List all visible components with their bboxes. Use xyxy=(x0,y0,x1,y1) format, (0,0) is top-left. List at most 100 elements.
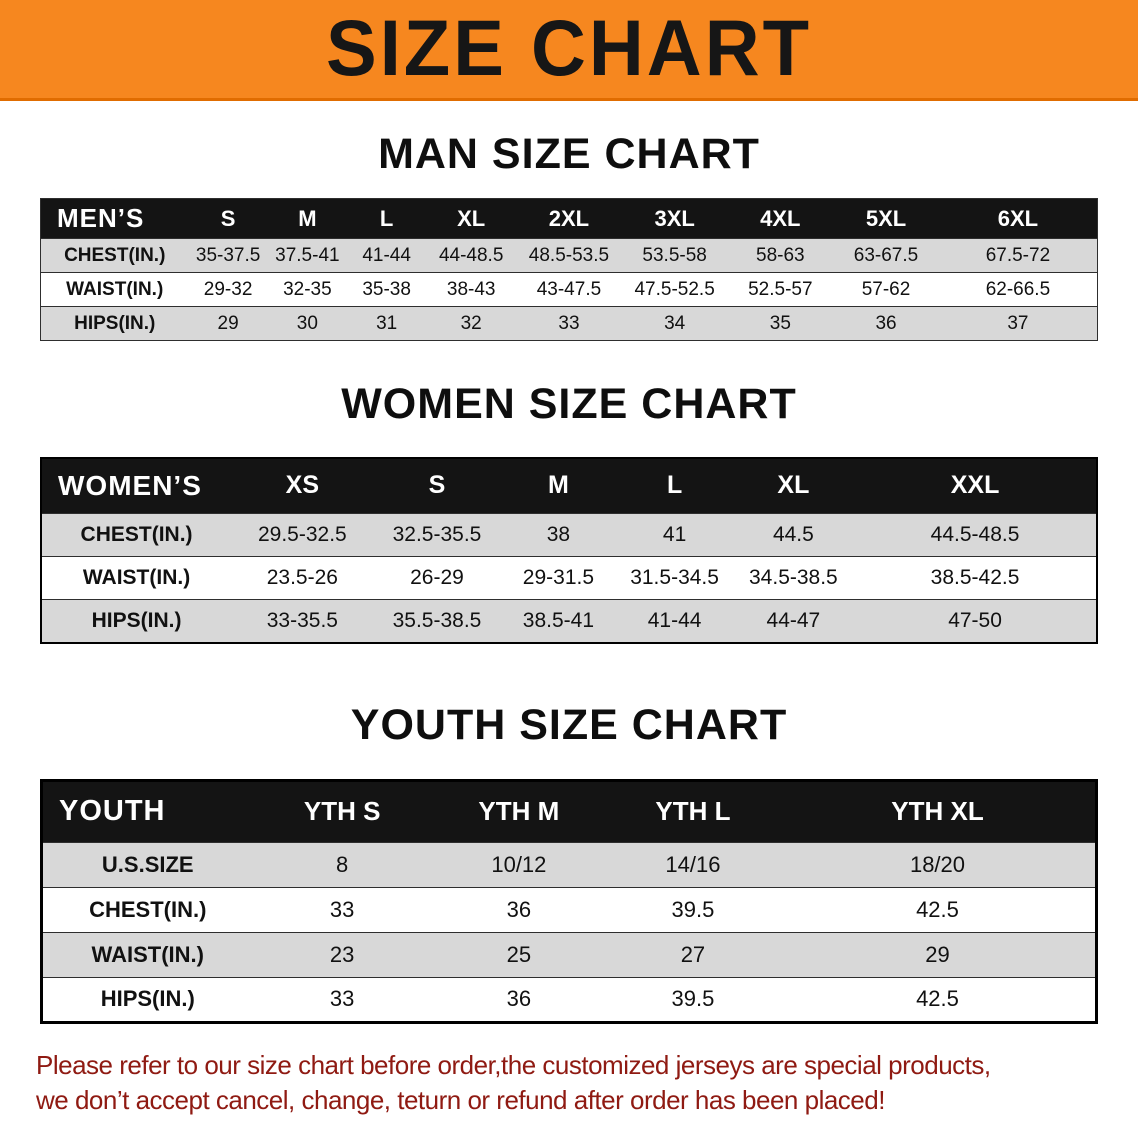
size-cell: 35-38 xyxy=(362,278,411,300)
women-column-header-xs: XS xyxy=(231,457,374,514)
row-label: U.S.SIZE xyxy=(101,851,194,877)
size-cell: 29.5-32.5 xyxy=(257,523,347,547)
size-cell: 44.5 xyxy=(772,523,814,547)
footer-note-line1: Please refer to our size chart before or… xyxy=(36,1049,991,1080)
size-cell: 38 xyxy=(546,523,571,547)
size-cell: 48.5-53.5 xyxy=(528,244,610,266)
size-cell: 23.5-26 xyxy=(266,566,338,590)
men-column-header-s: S xyxy=(188,198,268,239)
youth-size-table: YOUTH YTH S YTH M YTH L YTH XL U.S.SIZE 8 10/12… xyxy=(40,778,1098,1024)
size-cell: 32.5-35.5 xyxy=(392,523,482,547)
youth-row-chest-in: CHEST(IN.) 33 36 39.5 42.5 xyxy=(41,887,1097,933)
size-cell: 33-35.5 xyxy=(266,608,338,632)
youth-corner-label: YOUTH xyxy=(41,780,253,843)
size-cell: 33 xyxy=(329,896,355,922)
men-size-chart-section: MAN SIZE CHART MEN’S S M L XL 2XL 3XL 4XL 5XL 6XL C… xyxy=(0,130,1138,342)
size-cell: 47.5-52.5 xyxy=(634,278,715,300)
size-cell: 67.5-72 xyxy=(985,244,1051,266)
youth-row-u-s-size: U.S.SIZE 8 10/12 14/16 18/20 xyxy=(41,842,1097,888)
size-cell: 34.5-38.5 xyxy=(749,566,838,590)
women-column-header-m: M xyxy=(500,457,617,514)
size-cell: 27 xyxy=(680,941,706,967)
size-cell: 30 xyxy=(296,312,318,334)
men-row-hips-in: HIPS(IN.) 29 30 31 32 33 34 35 36 37 xyxy=(40,306,1098,341)
men-column-header-6xl: 6XL xyxy=(938,198,1098,239)
men-section-title: MAN SIZE CHART xyxy=(378,130,760,178)
women-column-header-xxl: XXL xyxy=(854,457,1097,514)
women-column-header-s: S xyxy=(373,457,501,514)
size-cell: 10/12 xyxy=(491,851,547,877)
youth-column-header-yth-xl: YTH XL xyxy=(779,780,1097,843)
size-cell: 38-43 xyxy=(446,278,496,300)
men-column-header-l: L xyxy=(347,198,427,239)
size-cell: 14/16 xyxy=(665,851,721,877)
women-column-header-l: L xyxy=(616,457,733,514)
men-column-header-2xl: 2XL xyxy=(516,198,622,239)
size-cell: 44-47 xyxy=(766,608,821,632)
size-cell: 29-32 xyxy=(203,278,253,300)
size-cell: 29 xyxy=(217,312,239,334)
youth-column-header-yth-s: YTH S xyxy=(252,780,432,843)
row-label: WAIST(IN.) xyxy=(82,566,191,590)
men-header-row: MEN’S S M L XL 2XL 3XL 4XL 5XL 6XL xyxy=(40,198,1098,239)
women-row-waist-in: WAIST(IN.) 23.5-26 26-29 29-31.5 31.5-34.5 34… xyxy=(41,556,1097,600)
size-chart-sections: MAN SIZE CHART MEN’S S M L XL 2XL 3XL 4XL 5XL 6XL C… xyxy=(0,130,1138,1024)
size-cell: 44-48.5 xyxy=(438,244,504,266)
size-cell: 58-63 xyxy=(756,244,805,266)
men-column-header-3xl: 3XL xyxy=(621,198,728,239)
size-cell: 39.5 xyxy=(671,986,715,1012)
size-cell: 26-29 xyxy=(410,566,464,590)
size-cell: 39.5 xyxy=(671,896,715,922)
size-cell: 32-35 xyxy=(283,278,332,300)
size-cell: 52.5-57 xyxy=(748,278,813,300)
youth-section-title: YOUTH SIZE CHART xyxy=(350,700,788,749)
men-row-chest-in: CHEST(IN.) 35-37.5 37.5-41 41-44 44-48.5 48.5… xyxy=(40,238,1098,273)
size-cell: 36 xyxy=(506,986,532,1012)
size-cell: 35.5-38.5 xyxy=(392,608,482,632)
women-size-chart-section: WOMEN SIZE CHART WOMEN’S XS S M L XL XXL CHEST(I… xyxy=(0,380,1138,644)
size-cell: 62-66.5 xyxy=(985,278,1051,300)
size-chart-banner: SIZE CHART xyxy=(0,0,1138,101)
youth-column-header-yth-m: YTH M xyxy=(431,780,606,843)
size-cell: 38.5-41 xyxy=(522,608,595,632)
size-cell: 34 xyxy=(664,312,686,334)
size-cell: 18/20 xyxy=(909,851,966,877)
youth-column-header-yth-l: YTH L xyxy=(605,780,780,843)
row-label: WAIST(IN.) xyxy=(91,941,204,967)
size-cell: 41-44 xyxy=(647,608,702,632)
row-label: HIPS(IN.) xyxy=(74,312,156,334)
size-cell: 57-62 xyxy=(861,278,911,300)
size-cell: 32 xyxy=(460,312,482,334)
size-cell: 37 xyxy=(1007,312,1029,334)
size-cell: 42.5 xyxy=(916,986,959,1012)
footer-note-line2: we don’t accept cancel, change, teturn o… xyxy=(36,1084,885,1115)
size-cell: 31 xyxy=(376,312,398,334)
size-cell: 35-37.5 xyxy=(195,244,261,266)
size-cell: 8 xyxy=(336,851,349,877)
size-cell: 47-50 xyxy=(948,608,1002,632)
size-cell: 42.5 xyxy=(916,896,959,922)
size-chart-title: SIZE CHART xyxy=(326,4,812,93)
women-column-header-xl: XL xyxy=(732,457,855,514)
size-cell: 36 xyxy=(875,312,897,334)
youth-header-row: YOUTH YTH S YTH M YTH L YTH XL xyxy=(41,780,1097,843)
size-cell: 25 xyxy=(506,941,532,967)
row-label: CHEST(IN.) xyxy=(80,523,193,547)
size-cell: 23 xyxy=(329,941,355,967)
women-section-title: WOMEN SIZE CHART xyxy=(341,380,797,429)
men-column-header-5xl: 5XL xyxy=(833,198,939,239)
youth-row-waist-in: WAIST(IN.) 23 25 27 29 xyxy=(41,932,1097,978)
youth-size-chart-section: YOUTH SIZE CHART YOUTH YTH S YTH M YTH L YTH … xyxy=(0,700,1138,1024)
size-cell: 33 xyxy=(329,986,355,1012)
women-row-chest-in: CHEST(IN.) 29.5-32.5 32.5-35.5 38 41 44.5 44.5… xyxy=(41,513,1097,557)
men-size-table: MEN’S S M L XL 2XL 3XL 4XL 5XL 6XL CHEST(IN.) 35-37… xyxy=(40,198,1098,342)
youth-row-hips-in: HIPS(IN.) 33 36 39.5 42.5 xyxy=(41,977,1097,1023)
row-label: HIPS(IN.) xyxy=(100,986,195,1012)
row-label: CHEST(IN.) xyxy=(64,244,166,266)
size-cell: 63-67.5 xyxy=(853,244,919,266)
size-cell: 36 xyxy=(506,896,532,922)
women-row-hips-in: HIPS(IN.) 33-35.5 35.5-38.5 38.5-41 41-44 44-… xyxy=(41,599,1097,643)
men-corner-label: MEN’S xyxy=(40,198,189,239)
size-cell: 35 xyxy=(769,312,791,334)
footer-note: Please refer to our size chart before or… xyxy=(36,1048,1102,1118)
